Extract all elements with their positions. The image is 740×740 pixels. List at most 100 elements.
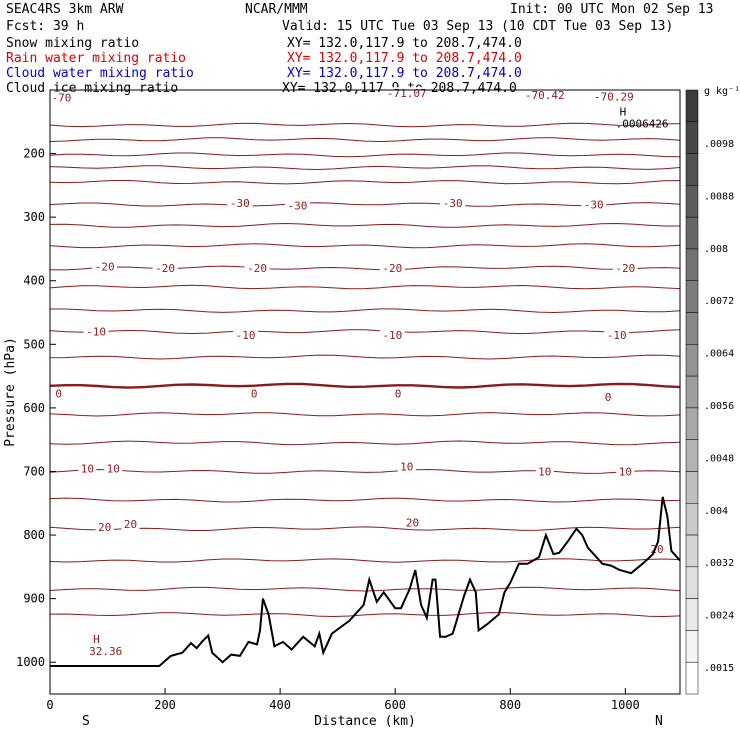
y-tick-label: 300 <box>23 210 45 224</box>
color-bar-label: .0072 <box>704 296 734 307</box>
x-axis-ticks: 0 200 400 600 800 1000 <box>46 688 640 712</box>
contour-label-bg <box>227 197 253 210</box>
color-bar-swatch <box>685 566 699 599</box>
y-tick-label: 800 <box>23 528 45 542</box>
contour-label-bg <box>248 387 260 400</box>
color-bar-swatch <box>685 598 699 631</box>
extremum-value: .0006426 <box>616 117 669 130</box>
field-xy-snow: XY= 132.0,117.9 to 208.7,474.0 <box>287 36 522 51</box>
field-name-cloud-water: Cloud water mixing ratio <box>6 66 194 81</box>
contour-line <box>49 222 680 228</box>
color-bar-label: .0048 <box>704 453 734 464</box>
color-bar-swatch <box>685 153 699 186</box>
color-bar-label: .004 <box>704 506 728 517</box>
color-bar-swatch <box>685 216 699 250</box>
contour-line <box>49 586 681 592</box>
color-bar-swatch <box>685 280 699 313</box>
contour-label: -70.42 <box>525 89 565 102</box>
color-bar-label: .0024 <box>704 611 734 622</box>
contour-label: 10 <box>81 462 94 475</box>
contour-label-bg <box>602 391 614 404</box>
contour-label: 0 <box>605 391 612 404</box>
color-bar-swatch <box>685 375 699 409</box>
contour-line <box>49 122 681 128</box>
x-tick-label: 400 <box>269 698 291 712</box>
contour-line <box>49 137 681 143</box>
contour-label: 20 <box>406 516 419 529</box>
x-axis-title: Distance (km) <box>314 714 416 729</box>
color-bar-swatch <box>685 471 699 504</box>
contour-label-bg <box>604 328 630 341</box>
field-xy-rain: XY= 132.0,117.9 to 208.7,474.0 <box>287 51 522 66</box>
contour-label-bg <box>78 462 97 475</box>
contour-line <box>49 284 681 290</box>
extremum-value: 32.36 <box>89 645 122 658</box>
contour-line <box>49 243 681 249</box>
contour-label-bg <box>535 465 554 478</box>
contour-label-bg <box>379 328 405 341</box>
contour-label-bg <box>49 91 75 104</box>
contour-line <box>49 412 681 417</box>
contour-label-bg <box>616 465 635 478</box>
color-bar-label: .0032 <box>704 558 734 569</box>
north-label: N <box>655 714 663 729</box>
contour-label: -30 <box>287 200 307 213</box>
color-bar-swatch <box>685 630 699 663</box>
organization-label: NCAR/MMM <box>245 2 308 17</box>
contour-label: 0 <box>395 387 402 400</box>
contour-label: 10 <box>107 462 120 475</box>
color-bar-swatch <box>685 89 699 123</box>
contour-label: -30 <box>584 198 604 211</box>
contour-label-bg <box>521 89 568 102</box>
model-title: SEAC4RS 3km ARW <box>6 2 124 17</box>
plot-frame <box>49 89 681 695</box>
color-bar-label: .0064 <box>704 349 734 360</box>
contour-label-bg <box>53 387 65 400</box>
south-label: S <box>82 714 90 729</box>
extremum-letter: H <box>93 633 100 646</box>
contour-label-bg <box>647 543 666 556</box>
contour-label: -70.29 <box>594 90 634 103</box>
contour-label: -10 <box>86 326 106 339</box>
contour-label-bg <box>152 262 178 275</box>
y-tick-label: 500 <box>23 337 45 351</box>
color-bar: g kg⁻¹ .0098 .0088 .008 .0072 .0064 .0056 .0048… <box>685 86 740 695</box>
color-bar-unit: g kg⁻¹ <box>704 86 740 97</box>
contour-label-bg <box>104 462 123 475</box>
contour-label: 10 <box>619 465 632 478</box>
color-bar-swatch <box>685 185 699 218</box>
color-bar-swatch <box>685 503 699 536</box>
x-tick-label: 600 <box>384 698 406 712</box>
y-tick-label: 1000 <box>16 655 45 669</box>
contour-label: 20 <box>124 518 137 531</box>
x-tick-label: 200 <box>154 698 176 712</box>
color-bar-swatch <box>685 248 699 281</box>
field-name-rain: Rain water mixing ratio <box>6 51 187 66</box>
color-bar-swatch <box>685 534 699 568</box>
contour-label: -20 <box>615 262 635 275</box>
y-tick-label: 900 <box>23 592 45 606</box>
contour-label: -10 <box>607 329 627 342</box>
x-tick-label: 800 <box>499 698 521 712</box>
contour-label-bg <box>284 199 310 212</box>
color-bar-label: .008 <box>704 244 728 255</box>
contour-label: -71.07 <box>387 87 427 100</box>
color-bar-swatch <box>685 439 699 472</box>
color-bar-label: .0098 <box>704 139 734 150</box>
forecast-hour: Fcst: 39 h <box>6 19 85 34</box>
y-tick-label: 700 <box>23 464 45 478</box>
color-bar-label: .0088 <box>704 191 734 202</box>
contour-label-bg <box>590 90 637 103</box>
y-tick-label: 600 <box>23 401 45 415</box>
contour-line <box>49 558 681 563</box>
contour-line <box>50 308 681 314</box>
contour-label: -10 <box>236 329 256 342</box>
contour-label-bg <box>392 387 404 400</box>
contour-label-bg <box>581 198 607 211</box>
color-bar-swatch <box>685 661 699 695</box>
extremum-letter: H <box>620 105 627 118</box>
terrain-line <box>50 496 681 667</box>
y-axis-title: Pressure (hPa) <box>3 337 18 447</box>
temperature-contours <box>49 122 681 618</box>
contour-label-bg <box>440 197 466 210</box>
